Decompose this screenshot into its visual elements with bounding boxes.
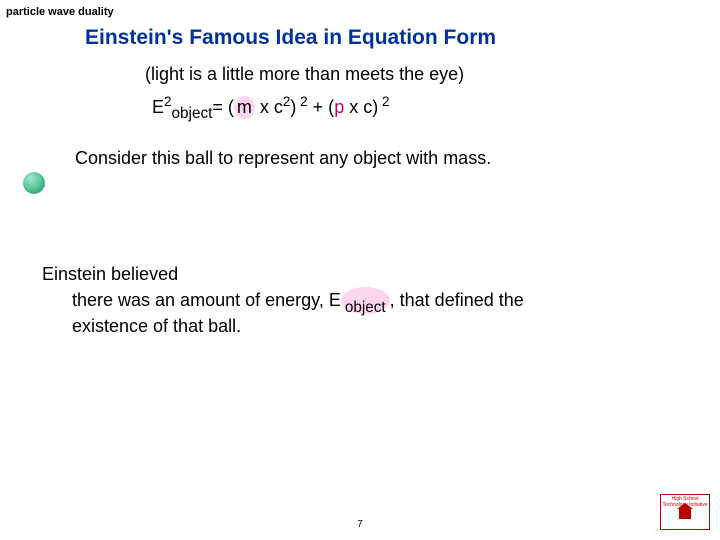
ball-graphic — [23, 172, 45, 194]
belief-line2a: there was an amount of energy, E — [72, 290, 341, 310]
eq-sub-object: object — [172, 105, 213, 122]
belief-line1: Einstein believed — [42, 264, 178, 284]
eq-xc2: x c — [344, 97, 372, 117]
logo-badge: High School Technology Initiative — [660, 494, 710, 530]
eq-plus: + ( — [308, 97, 335, 117]
eq-p: p — [334, 97, 344, 117]
eq-eq: = ( — [212, 97, 234, 117]
consider-text: Consider this ball to represent any obje… — [75, 148, 491, 169]
belief-block: Einstein believed there was an amount of… — [42, 262, 524, 340]
eq-sup-b: 2 — [283, 94, 291, 109]
house-icon — [679, 509, 691, 519]
eq-sup-c: 2 — [296, 94, 307, 109]
belief-sub: object — [345, 299, 386, 316]
page-number: 7 — [357, 519, 363, 530]
belief-line2b: , that defined the — [390, 290, 524, 310]
eq-sup-a: 2 — [164, 94, 172, 109]
eq-m-highlight: m — [234, 96, 255, 119]
subtitle: (light is a little more than meets the e… — [145, 64, 464, 85]
topic-label: particle wave duality — [6, 6, 114, 18]
equation: E2object= (m x c2) 2 + (p x c) 2 — [152, 96, 389, 119]
eq-E: E — [152, 97, 164, 117]
eq-xc: x c — [255, 97, 283, 117]
eq-sup-d: 2 — [378, 94, 389, 109]
belief-line3: existence of that ball. — [72, 314, 524, 339]
page-title: Einstein's Famous Idea in Equation Form — [85, 26, 496, 50]
